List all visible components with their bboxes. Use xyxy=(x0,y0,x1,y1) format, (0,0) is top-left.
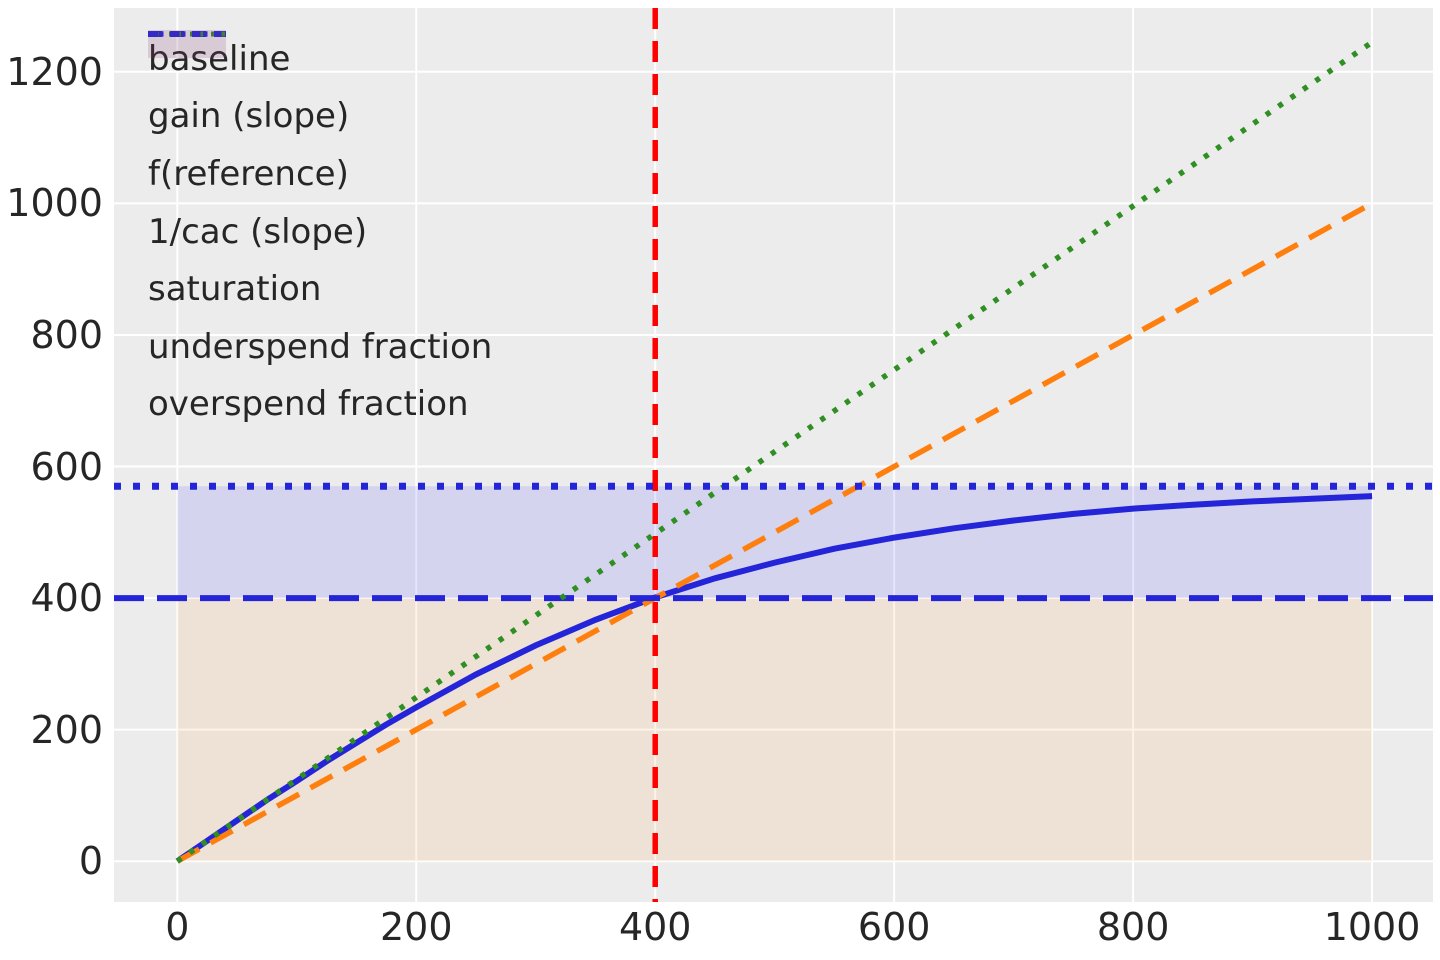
plot-area: baseline gain (slope) f(reference) 1/cac (s… xyxy=(114,8,1433,902)
legend: baseline gain (slope) f(reference) 1/cac (s… xyxy=(148,30,492,433)
legend-label: saturation xyxy=(148,269,322,310)
legend-label: baseline xyxy=(148,38,291,79)
legend-patch-swatch xyxy=(148,30,226,58)
legend-label: underspend fraction xyxy=(148,326,493,367)
legend-row: 1/cac (slope) xyxy=(148,31,492,261)
plot-canvas xyxy=(114,8,1433,902)
overspend-fraction-fill xyxy=(177,598,1373,862)
1-cac-slope-line xyxy=(175,39,1374,864)
y-tick-label: 1200 xyxy=(6,49,103,94)
legend-label: gain (slope) xyxy=(148,96,350,137)
y-tick-label: 200 xyxy=(30,707,103,752)
x-tick-label: 800 xyxy=(1096,905,1170,949)
legend-patch xyxy=(148,30,226,58)
x-tick-label: 600 xyxy=(857,905,931,949)
legend-patch xyxy=(148,30,226,58)
legend-line-swatch xyxy=(148,31,226,37)
y-tick-label: 400 xyxy=(30,576,103,621)
legend-label: f(reference) xyxy=(148,153,349,194)
y-tick-label: 0 xyxy=(78,839,103,884)
legend-patch-swatch xyxy=(148,30,226,58)
x-tick-label: 400 xyxy=(618,905,692,949)
x-tick-label: 200 xyxy=(380,905,453,949)
y-tick-label: 800 xyxy=(30,312,103,357)
legend-row: gain (slope) xyxy=(148,31,492,146)
legend-row: saturation xyxy=(148,31,492,318)
y-tick-label: 600 xyxy=(30,444,103,489)
x-tick-label: 1000 xyxy=(1323,905,1421,949)
legend-row: overspend fraction xyxy=(148,30,492,434)
x-tick-label: 0 xyxy=(165,905,190,949)
legend-label: 1/cac (slope) xyxy=(148,211,368,252)
y-tick-label: 1000 xyxy=(6,181,103,226)
legend-row: underspend fraction xyxy=(148,30,493,376)
legend-row: f(reference) xyxy=(148,31,492,203)
legend-label: overspend fraction xyxy=(148,384,469,425)
